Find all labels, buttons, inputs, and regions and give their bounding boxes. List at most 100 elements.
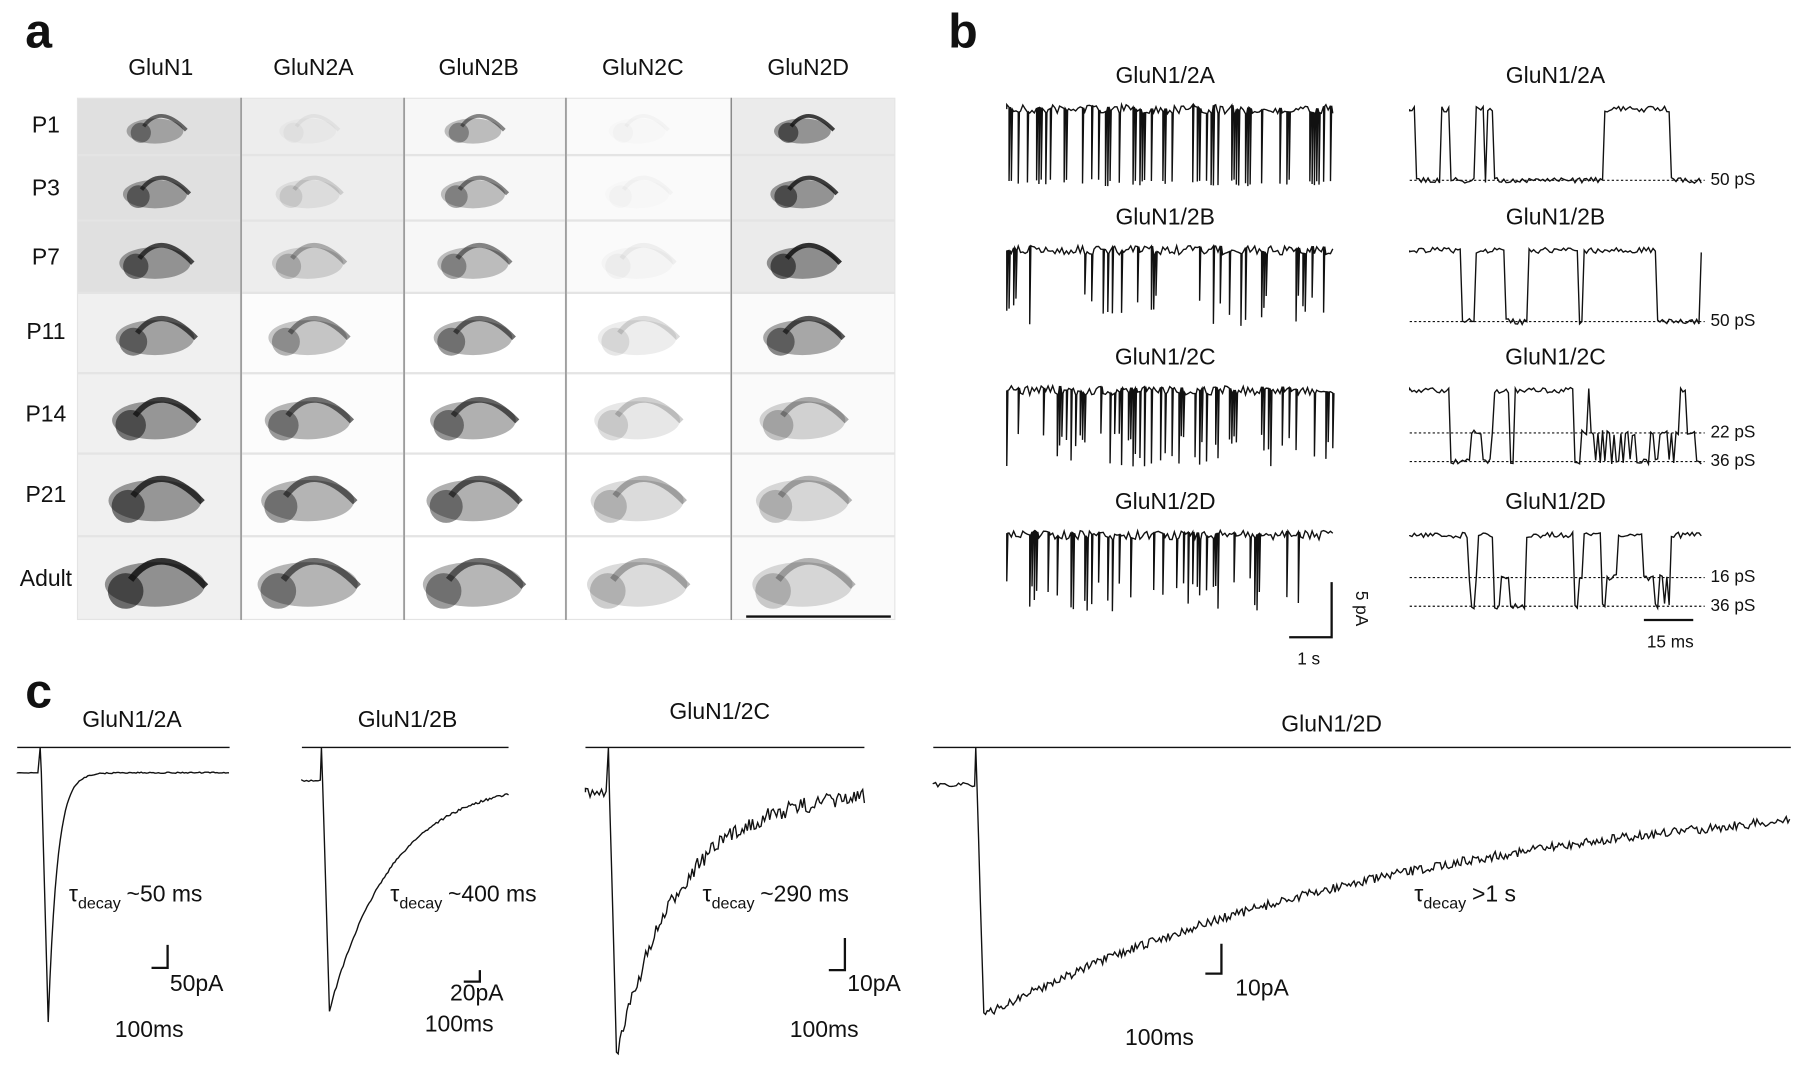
scale-label: 15 ms: [1647, 632, 1694, 652]
brain-body: [759, 401, 846, 440]
brain-cortex: [290, 242, 348, 265]
section-cell: [732, 98, 895, 154]
traces: [16, 101, 1791, 1056]
brain-cerebellum: [755, 573, 791, 609]
brain-cerebellum: [126, 185, 150, 209]
row-label: P11: [26, 318, 65, 344]
section-cell: [567, 454, 731, 536]
section-cell: [78, 537, 240, 619]
brain-cerebellum: [766, 327, 795, 356]
trace-title: GluN1/2D: [1281, 711, 1382, 737]
brain-body: [597, 320, 677, 356]
tau-label: τdecay ~400 ms: [390, 881, 536, 913]
section-cell: [242, 537, 403, 619]
conductance-label: 16 pS: [1710, 566, 1755, 586]
scale-label: 20pA: [450, 979, 504, 1005]
row-label: P3: [32, 175, 60, 201]
trace-title: GluN1/2B: [1506, 203, 1605, 229]
scale-label: 10pA: [847, 970, 901, 996]
scale-label: 100ms: [1125, 1024, 1194, 1050]
trace-title: GluN1/2C: [1505, 343, 1606, 369]
row-label: P14: [26, 401, 67, 427]
brain-cortex: [283, 475, 358, 505]
brain-cortex: [775, 558, 856, 589]
column-header: GluN1: [128, 54, 193, 80]
brain-cortex: [780, 397, 849, 424]
brain-cerebellum: [774, 185, 798, 209]
tau-subscript: decay: [712, 895, 755, 913]
brain-cortex: [610, 558, 691, 589]
section-cell: [732, 454, 895, 536]
brain-cortex: [280, 558, 361, 589]
brain-cortex: [782, 315, 846, 341]
brain-body: [115, 320, 195, 356]
tau-value: ~290 ms: [760, 881, 849, 907]
brain-cortex: [619, 242, 677, 265]
section-cell: [78, 374, 240, 453]
section-cell: [732, 156, 895, 220]
brain-cortex: [460, 114, 506, 132]
section-cell: [732, 537, 895, 619]
brain-cerebellum: [601, 327, 630, 356]
section-cell: [78, 221, 240, 292]
section-cell: [567, 374, 731, 453]
brain-cerebellum: [264, 489, 298, 523]
brain-body: [594, 401, 680, 440]
trace-title: GluN1/2B: [358, 706, 457, 732]
scale-label: 100ms: [115, 1016, 184, 1042]
section-cell: [567, 156, 731, 220]
brain-cerebellum: [107, 573, 144, 609]
brain-cortex: [777, 475, 853, 505]
brain-cortex: [137, 242, 195, 265]
brain-cerebellum: [111, 489, 145, 523]
brain-cortex: [142, 114, 188, 132]
brain-body: [590, 479, 684, 522]
tau-label: τdecay ~50 ms: [69, 881, 203, 913]
brain-cerebellum: [444, 185, 468, 209]
brain-cerebellum: [609, 185, 632, 208]
conductance-label: 22 pS: [1710, 421, 1755, 441]
brain-cerebellum: [123, 253, 149, 280]
tau-label: τdecay ~290 ms: [703, 881, 849, 913]
brain-cortex: [294, 114, 341, 132]
brain-cerebellum: [759, 489, 793, 523]
section-cell: [732, 221, 895, 292]
brain-body: [122, 179, 188, 209]
section-cell: [78, 98, 240, 154]
conductance-label: 36 pS: [1710, 450, 1755, 470]
conductance-label: 36 pS: [1710, 595, 1755, 615]
brain-body: [126, 118, 184, 144]
tau-symbol: τ: [69, 881, 78, 907]
brain-cerebellum: [605, 254, 630, 279]
brain-cerebellum: [593, 489, 627, 523]
current-trace: [584, 747, 866, 1056]
trace-title: GluN1/2C: [669, 698, 770, 724]
trace-title: GluN1/2A: [1506, 62, 1606, 88]
conductance-label: 50 pS: [1710, 310, 1755, 330]
panel-label: c: [25, 664, 52, 718]
section-cell: [242, 98, 403, 154]
brain-sections: [78, 97, 895, 621]
section-cell: [405, 454, 565, 536]
current-trace: [932, 747, 1791, 1016]
section-cell: [567, 294, 731, 373]
brain-cortex: [130, 475, 205, 505]
scale-label: 5 pA: [1352, 591, 1372, 627]
tau-subscript: decay: [78, 895, 121, 913]
section-cell: [405, 537, 565, 619]
trace-title: GluN1/2D: [1505, 488, 1606, 514]
brain-cerebellum: [260, 573, 297, 609]
brain-cerebellum: [441, 253, 467, 280]
section-cell: [405, 221, 565, 292]
column-header: GluN2B: [439, 54, 519, 80]
brain-cortex: [450, 397, 520, 424]
tau-symbol: τ: [390, 881, 399, 907]
scale-bar: [151, 944, 169, 970]
section-cell: [405, 98, 565, 154]
section-cell: [567, 537, 731, 619]
brain-cerebellum: [130, 122, 151, 143]
brain-body: [444, 118, 502, 144]
brain-cerebellum: [448, 122, 469, 143]
brain-cerebellum: [589, 573, 626, 609]
